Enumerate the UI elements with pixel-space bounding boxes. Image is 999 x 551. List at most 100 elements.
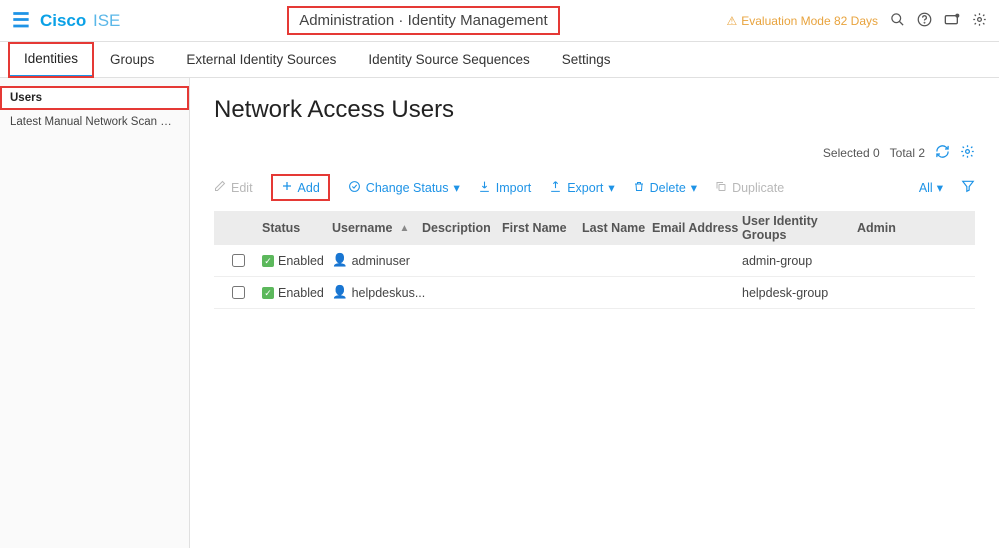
help-icon[interactable]: [917, 12, 932, 30]
row-username[interactable]: 👤 helpdeskus...: [332, 285, 422, 300]
sidebar-item-latest-scan[interactable]: Latest Manual Network Scan Res...: [0, 110, 189, 134]
col-status[interactable]: Status: [262, 221, 332, 235]
tab-settings-label: Settings: [562, 52, 611, 67]
row-checkbox-cell: [214, 286, 262, 299]
eval-mode-text: Evaluation Mode 82 Days: [741, 14, 878, 28]
col-username[interactable]: Username ▲: [332, 221, 422, 235]
duplicate-label: Duplicate: [732, 181, 784, 195]
total-count: Total 2: [890, 146, 925, 160]
settings-icon[interactable]: [972, 12, 987, 30]
page-title: Network Access Users: [214, 96, 975, 124]
delete-button[interactable]: Delete ▾: [633, 180, 697, 196]
search-icon[interactable]: [890, 12, 905, 30]
brand: Cisco ISE: [40, 11, 120, 31]
tab-identities-label: Identities: [24, 51, 78, 66]
plus-icon: [281, 180, 293, 195]
sort-asc-icon: ▲: [399, 223, 409, 234]
menu-icon[interactable]: ☰: [12, 8, 30, 33]
row-status: ✓ Enabled: [262, 253, 332, 269]
tab-identity-sequences[interactable]: Identity Source Sequences: [352, 42, 545, 78]
sidebar-users-label: Users: [10, 92, 42, 104]
change-status-button[interactable]: Change Status ▾: [348, 180, 460, 196]
tab-external-label: External Identity Sources: [186, 52, 336, 67]
chevron-down-icon: ▾: [937, 180, 943, 195]
col-admin[interactable]: Admin: [857, 221, 917, 235]
check-icon: ✓: [262, 255, 274, 267]
meta-row: Selected 0 Total 2: [214, 144, 975, 162]
toolbar: Edit Add Change Status ▾ Import Export ▾: [214, 168, 975, 211]
import-icon: [478, 180, 491, 196]
top-right: ⚠ Evaluation Mode 82 Days: [726, 12, 987, 30]
status-text: Enabled: [278, 286, 324, 300]
export-icon: [549, 180, 562, 196]
export-label: Export: [567, 181, 603, 195]
table-header: Status Username ▲ Description First Name…: [214, 211, 975, 245]
status-icon: [348, 180, 361, 196]
user-icon: 👤: [332, 253, 348, 268]
tab-groups[interactable]: Groups: [94, 42, 170, 78]
users-table: Status Username ▲ Description First Name…: [214, 211, 975, 309]
duplicate-button[interactable]: Duplicate: [715, 180, 784, 196]
breadcrumb: Administration · Identity Management: [287, 6, 559, 35]
row-checkbox[interactable]: [232, 254, 245, 267]
filter-all-label: All: [919, 181, 933, 195]
row-checkbox[interactable]: [232, 286, 245, 299]
filter-all-button[interactable]: All ▾: [919, 180, 943, 195]
check-icon: ✓: [262, 287, 274, 299]
add-button[interactable]: Add: [271, 174, 330, 201]
nav-tabs: Identities Groups External Identity Sour…: [0, 42, 999, 78]
brand-cisco: Cisco: [40, 11, 86, 30]
sidebar: Users Latest Manual Network Scan Res...: [0, 78, 190, 548]
add-label: Add: [298, 181, 320, 195]
username-text: helpdeskus...: [352, 286, 426, 300]
table-row[interactable]: ✓ Enabled 👤 helpdeskus... helpdesk-group: [214, 277, 975, 309]
username-text: adminuser: [352, 254, 410, 268]
brand-ise: ISE: [93, 11, 120, 30]
notifications-icon[interactable]: [944, 12, 960, 29]
row-groups: helpdesk-group: [742, 286, 857, 300]
table-settings-icon[interactable]: [960, 144, 975, 162]
row-groups: admin-group: [742, 254, 857, 268]
col-first-name[interactable]: First Name: [502, 221, 582, 235]
sidebar-item-users[interactable]: Users: [0, 86, 189, 110]
export-button[interactable]: Export ▾: [549, 180, 614, 196]
col-email[interactable]: Email Address: [652, 221, 742, 235]
user-icon: 👤: [332, 285, 348, 300]
edit-button[interactable]: Edit: [214, 180, 253, 195]
tab-groups-label: Groups: [110, 52, 154, 67]
import-label: Import: [496, 181, 531, 195]
col-last-name[interactable]: Last Name: [582, 221, 652, 235]
eval-mode-badge[interactable]: ⚠ Evaluation Mode 82 Days: [726, 14, 878, 28]
chevron-down-icon: ▾: [454, 180, 460, 195]
warning-icon: ⚠: [726, 14, 737, 28]
status-pill: ✓ Enabled: [262, 254, 324, 268]
filter-icon[interactable]: [961, 179, 975, 196]
tab-settings[interactable]: Settings: [546, 42, 627, 78]
change-status-label: Change Status: [366, 181, 449, 195]
row-checkbox-cell: [214, 254, 262, 267]
chevron-down-icon: ▾: [691, 180, 697, 195]
import-button[interactable]: Import: [478, 180, 531, 196]
duplicate-icon: [715, 180, 727, 196]
col-username-label: Username: [332, 221, 392, 235]
col-description[interactable]: Description: [422, 221, 502, 235]
trash-icon: [633, 180, 645, 196]
col-groups[interactable]: User Identity Groups: [742, 214, 857, 242]
content: Network Access Users Selected 0 Total 2 …: [190, 78, 999, 548]
status-text: Enabled: [278, 254, 324, 268]
row-username[interactable]: 👤 adminuser: [332, 253, 422, 268]
refresh-icon[interactable]: [935, 144, 950, 162]
tab-external-sources[interactable]: External Identity Sources: [170, 42, 352, 78]
selected-count: Selected 0: [823, 146, 880, 160]
delete-label: Delete: [650, 181, 686, 195]
breadcrumb-wrap: Administration · Identity Management: [120, 6, 726, 35]
top-bar: ☰ Cisco ISE Administration · Identity Ma…: [0, 0, 999, 42]
table-row[interactable]: ✓ Enabled 👤 adminuser admin-group: [214, 245, 975, 277]
sidebar-latest-scan-label: Latest Manual Network Scan Res...: [10, 116, 189, 128]
tab-identities[interactable]: Identities: [8, 42, 94, 78]
tab-sequences-label: Identity Source Sequences: [368, 52, 529, 67]
chevron-down-icon: ▾: [608, 180, 614, 195]
row-status: ✓ Enabled: [262, 285, 332, 301]
edit-label: Edit: [231, 181, 253, 195]
status-pill: ✓ Enabled: [262, 286, 324, 300]
